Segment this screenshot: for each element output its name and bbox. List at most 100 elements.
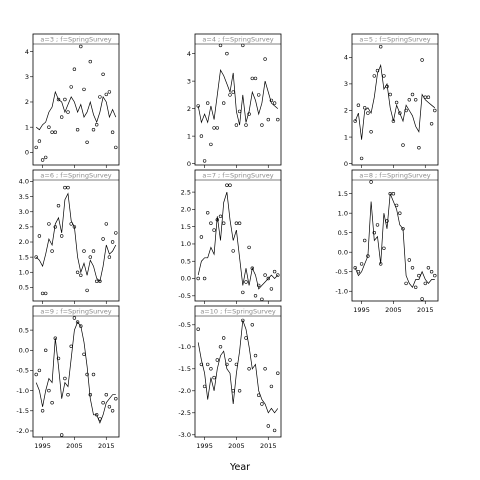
data-point <box>407 258 411 262</box>
data-point <box>379 262 383 266</box>
data-point <box>356 103 361 107</box>
data-point <box>420 58 424 62</box>
data-point <box>423 95 427 99</box>
series-line <box>354 63 436 140</box>
data-point <box>79 273 83 277</box>
data-point <box>85 140 89 145</box>
data-point <box>196 276 200 281</box>
data-point <box>91 372 96 377</box>
y-tick-label: 0.5 <box>181 257 191 265</box>
data-point <box>209 221 213 225</box>
y-tick-label: 2 <box>187 105 191 113</box>
data-point <box>359 156 364 161</box>
y-tick-label: -0.5 <box>178 321 191 329</box>
series-line <box>35 321 116 424</box>
y-tick-label: 2 <box>344 107 348 115</box>
data-point <box>237 221 242 225</box>
y-tick-label: -2.5 <box>178 409 191 417</box>
data-point <box>401 227 405 231</box>
data-point <box>375 223 380 227</box>
panel-8: a=8 ; f=SpringSurvey -1.0 -0.5 0.0 0.5 1.0 1.5… <box>335 169 439 314</box>
y-tick-label: -1.5 <box>178 365 191 373</box>
data-point <box>426 95 431 99</box>
data-point <box>379 44 383 49</box>
data-point <box>72 225 77 229</box>
data-point <box>88 59 93 64</box>
data-point <box>410 92 415 97</box>
data-point <box>206 211 210 215</box>
panel-frame <box>32 305 120 438</box>
data-point <box>101 237 105 241</box>
data-point <box>69 222 73 226</box>
panel-strip-label: a=7 ; f=SpringSurvey <box>202 172 273 180</box>
data-point <box>420 297 424 301</box>
data-point <box>257 393 261 397</box>
data-point <box>237 109 242 114</box>
data-point <box>94 122 99 127</box>
data-point <box>59 115 64 119</box>
data-point <box>247 112 251 116</box>
data-point <box>356 270 361 274</box>
data-point <box>75 128 80 132</box>
x-tick-label: 1995 <box>196 442 213 450</box>
data-point <box>433 108 437 113</box>
data-point <box>266 424 270 428</box>
data-point <box>37 139 42 143</box>
data-point <box>212 228 216 232</box>
y-tick-label: 3.5 <box>19 193 29 201</box>
y-tick-label: 0.5 <box>19 284 29 292</box>
data-point <box>101 72 105 77</box>
data-point <box>63 97 67 102</box>
data-point <box>234 221 239 225</box>
data-point <box>43 155 48 160</box>
data-point <box>228 93 232 97</box>
data-point <box>272 428 277 433</box>
data-point <box>66 110 70 114</box>
data-point <box>276 371 280 375</box>
data-point <box>47 125 51 129</box>
data-point <box>110 130 115 134</box>
series-line <box>35 90 117 131</box>
panel-strip-label: a=8 ; f=SpringSurvey <box>359 172 430 180</box>
data-point <box>196 327 200 331</box>
data-point <box>114 231 118 235</box>
data-point <box>107 255 112 259</box>
y-tick-label: 0.5 <box>338 229 348 237</box>
y-tick-label: 1.0 <box>181 240 191 248</box>
data-point <box>417 273 421 278</box>
data-point <box>107 405 112 409</box>
data-point <box>101 401 105 405</box>
series-line <box>197 69 279 126</box>
data-point <box>394 100 399 105</box>
data-point <box>88 255 93 259</box>
y-tick-label: -1.0 <box>335 287 348 295</box>
x-tick-label: 1995 <box>353 306 370 314</box>
panel-strip-label: a=10 ; f=SpringSurvey <box>200 308 275 316</box>
data-point <box>82 249 86 253</box>
data-point <box>59 433 64 437</box>
y-tick-label: 1.5 <box>19 253 29 261</box>
y-tick-label: 0.0 <box>19 346 29 354</box>
y-tick-label: 4 <box>344 53 348 61</box>
data-point <box>263 273 267 277</box>
data-point <box>391 192 396 196</box>
data-point <box>206 101 210 105</box>
y-tick-label: -1.5 <box>16 407 29 415</box>
data-point <box>266 117 270 122</box>
data-point <box>75 320 80 324</box>
data-point <box>398 211 402 215</box>
data-point <box>359 262 364 266</box>
y-tick-label: 2.5 <box>19 223 29 231</box>
y-tick-label: 3 <box>187 77 191 85</box>
y-tick-label: 2.0 <box>19 238 29 246</box>
data-point <box>202 276 207 281</box>
data-point <box>244 280 248 284</box>
data-point <box>388 92 392 97</box>
data-point <box>40 409 45 413</box>
y-tick-label: 1 <box>25 123 29 131</box>
data-point <box>66 393 70 397</box>
data-point <box>98 279 102 283</box>
data-point <box>241 318 245 323</box>
data-point <box>276 117 280 122</box>
panel-strip-label: a=6 ; f=SpringSurvey <box>40 172 111 180</box>
